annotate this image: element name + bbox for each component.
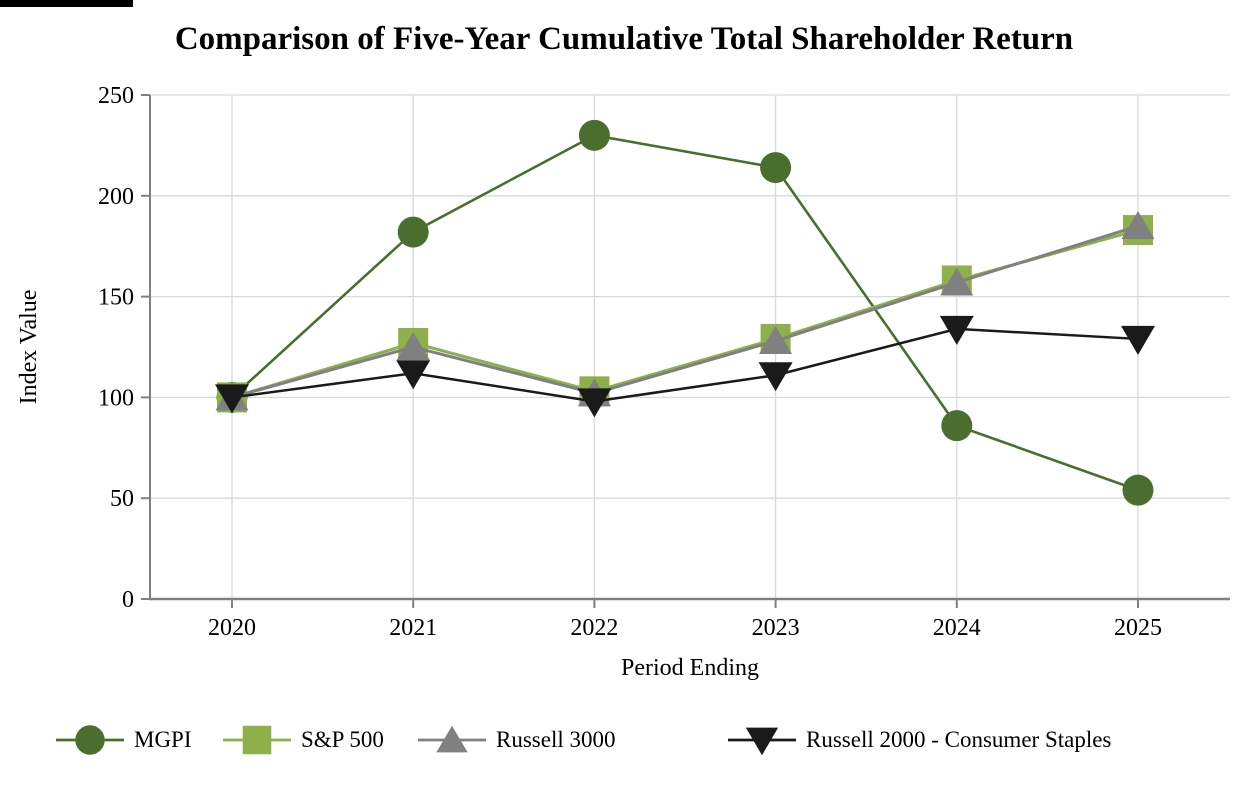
legend-marker-s-p-500	[223, 725, 291, 755]
marker-russell-2000-consumer-staples-2022	[577, 388, 612, 418]
legend-label-russell-2000-consumer-staples: Russell 2000 - Consumer Staples	[806, 727, 1112, 752]
marker-mgpi-2025	[1122, 474, 1154, 506]
axes-layer	[141, 94, 1230, 608]
x-tick-label-2022: 2022	[570, 615, 618, 641]
marker-mgpi-2023	[760, 152, 792, 184]
series-russell-2000-consumer-staples	[215, 315, 1155, 418]
legend-item-mgpi: MGPI	[55, 723, 192, 757]
legend-shape-s-p-500	[242, 725, 272, 755]
x-tick-label-2024: 2024	[933, 615, 981, 641]
series-line-russell-2000-consumer-staples	[231, 327, 1139, 403]
x-tick-label-2020: 2020	[208, 615, 256, 641]
legend-item-s-p-500: S&P 500	[222, 723, 384, 757]
marker-russell-2000-consumer-staples-2023	[758, 362, 793, 392]
series-line-russell-3000	[231, 224, 1139, 399]
series-layer	[215, 119, 1155, 506]
legend-shape-russell-3000	[436, 725, 468, 753]
legend-marker-mgpi	[56, 725, 124, 755]
marker-russell-2000-consumer-staples-2024	[939, 315, 974, 345]
chart-title: Comparison of Five-Year Cumulative Total…	[174, 21, 1074, 57]
legend-marker-russell-3000	[418, 725, 486, 753]
legend-marker-russell-2000-consumer-staples	[728, 727, 796, 756]
series-line-s-p-500	[231, 228, 1139, 399]
series-s-p-500	[217, 215, 1153, 413]
marker-mgpi-2021	[397, 216, 429, 248]
legend-shape-mgpi	[75, 725, 105, 755]
x-tick-label-2023: 2023	[752, 615, 800, 641]
legend-item-russell-3000: Russell 3000	[417, 723, 615, 757]
tick-labels-layer: 0 50 100 150 200 250 2020 2021 2022 2023 2024 2025	[98, 83, 1162, 641]
marker-russell-3000-2024	[940, 267, 974, 296]
y-tick-label-150: 150	[98, 285, 134, 311]
legend-shape-russell-2000-consumer-staples	[745, 727, 779, 756]
screenshot-artifact-bar	[0, 0, 133, 7]
y-tick-label-100: 100	[98, 385, 134, 411]
legend-label-russell-3000: Russell 3000	[496, 727, 616, 752]
marker-russell-3000-2021	[396, 332, 430, 360]
y-tick-label-0: 0	[122, 587, 134, 613]
y-tick-label-200: 200	[98, 184, 134, 210]
marker-mgpi-2022	[578, 119, 610, 151]
legend-label-mgpi: MGPI	[134, 727, 192, 752]
gridlines-layer	[150, 94, 1230, 599]
series-mgpi	[216, 119, 1154, 506]
marker-russell-3000-2023	[759, 325, 793, 354]
x-tick-label-2025: 2025	[1114, 615, 1162, 641]
marker-russell-2000-consumer-staples-2020	[215, 384, 249, 414]
marker-mgpi-2024	[941, 410, 973, 442]
x-tick-label-2021: 2021	[389, 615, 437, 641]
marker-russell-2000-consumer-staples-2021	[396, 360, 431, 390]
legend-item-russell-2000-consumer-staples: Russell 2000 - Consumer Staples	[727, 723, 1111, 757]
series-line-mgpi	[231, 133, 1139, 492]
y-axis-title: Index Value	[16, 290, 42, 405]
marker-russell-3000-2025	[1121, 211, 1155, 240]
legend-label-s-p-500: S&P 500	[301, 727, 384, 752]
y-tick-label-250: 250	[98, 83, 134, 109]
marker-russell-2000-consumer-staples-2025	[1121, 325, 1155, 355]
x-axis-title: Period Ending	[621, 655, 759, 681]
y-tick-label-50: 50	[110, 486, 134, 512]
